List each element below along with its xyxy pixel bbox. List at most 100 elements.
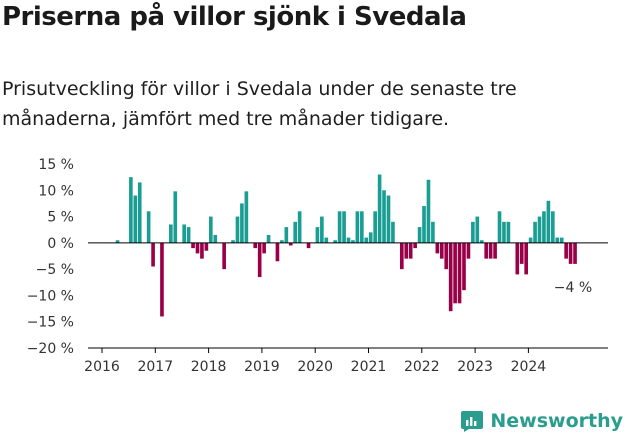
bar (337, 211, 342, 243)
bar (355, 211, 360, 243)
bar (568, 242, 573, 264)
bar (551, 211, 555, 243)
x-axis-tick-labels: 2016 2017 2018 2019 2020 2021 2022 2023 2024 (84, 348, 546, 375)
bar (320, 216, 324, 243)
bar (195, 242, 200, 254)
bar (257, 242, 262, 278)
bar (497, 211, 502, 243)
bar (519, 242, 524, 264)
y-tick-label: 15 % (38, 157, 74, 173)
bar (471, 221, 475, 243)
bar (408, 242, 413, 259)
bar (288, 242, 293, 246)
bar (506, 221, 511, 243)
bar (555, 237, 560, 243)
bar (306, 242, 311, 249)
bar (360, 211, 364, 243)
bar (484, 242, 489, 259)
bar (151, 242, 155, 267)
bar (435, 242, 440, 254)
bar (444, 242, 449, 270)
bar (422, 206, 426, 243)
x-tick-label: 2017 (137, 359, 173, 375)
bar (453, 242, 457, 304)
bar (346, 237, 351, 243)
bar (240, 203, 244, 243)
bar (342, 211, 346, 243)
bar (129, 177, 133, 243)
bar (235, 216, 240, 243)
chart-subtitle: Prisutveckling för villor i Svedala unde… (2, 78, 517, 130)
bar (528, 237, 533, 243)
bar (191, 242, 195, 249)
y-tick-label: 5 % (47, 210, 74, 226)
y-tick-label: 0 % (47, 236, 74, 252)
x-tick-label: 2019 (244, 359, 280, 375)
y-tick-label: −5 % (36, 262, 74, 278)
bar (448, 242, 453, 312)
bar (559, 237, 564, 243)
brand-logo: Newsworthy (460, 409, 623, 433)
bar (466, 242, 471, 259)
bar (253, 242, 258, 249)
y-tick-label: −20 % (27, 341, 74, 357)
bar (293, 221, 298, 243)
bar (244, 191, 249, 243)
bar (524, 242, 528, 275)
chart-title: Priserna på villor sjönk i Svedala (2, 2, 467, 32)
bar (413, 242, 417, 249)
x-tick-label: 2023 (457, 359, 493, 375)
bar (169, 224, 173, 243)
bar (146, 211, 151, 243)
bar (431, 221, 435, 243)
bars (115, 174, 577, 317)
bar (391, 221, 395, 243)
bar (200, 242, 204, 259)
bar (386, 195, 391, 243)
bar (537, 216, 542, 243)
bar (479, 240, 484, 243)
bar (280, 240, 284, 243)
bar (315, 227, 320, 243)
bar (262, 242, 266, 254)
bar (382, 190, 386, 243)
bar (515, 242, 520, 275)
bar (546, 200, 551, 243)
bar (462, 242, 466, 291)
bar (204, 242, 209, 251)
brand-name: Newsworthy (490, 410, 623, 432)
bar (404, 242, 409, 259)
bar (160, 242, 164, 317)
x-tick-label: 2024 (511, 359, 547, 375)
bar (368, 232, 373, 243)
bar (284, 227, 289, 243)
x-tick-label: 2022 (404, 359, 440, 375)
bar (115, 240, 120, 243)
bar (209, 216, 213, 243)
bar (542, 211, 546, 243)
bar (275, 242, 280, 262)
y-tick-label: 10 % (38, 183, 74, 199)
bar (173, 191, 178, 243)
bar (182, 224, 186, 243)
bar (502, 221, 506, 243)
bar (475, 216, 480, 243)
bar (186, 227, 191, 243)
bar (573, 242, 577, 264)
y-axis-tick-labels: 15 % 10 % 5 % 0 % −5 % −10 % −15 % −20 % (27, 157, 74, 357)
bar (564, 242, 568, 259)
bar (488, 242, 493, 259)
bar (533, 221, 537, 243)
bar (417, 227, 422, 243)
bar (222, 242, 226, 270)
bar (231, 240, 235, 243)
bar (133, 195, 138, 243)
x-tick-label: 2016 (84, 359, 120, 375)
bar (324, 237, 329, 243)
bar (493, 242, 497, 259)
newsworthy-logo-icon (461, 411, 484, 432)
bar (351, 240, 355, 243)
bar (266, 234, 271, 243)
bar (364, 237, 369, 243)
bar (333, 240, 338, 243)
